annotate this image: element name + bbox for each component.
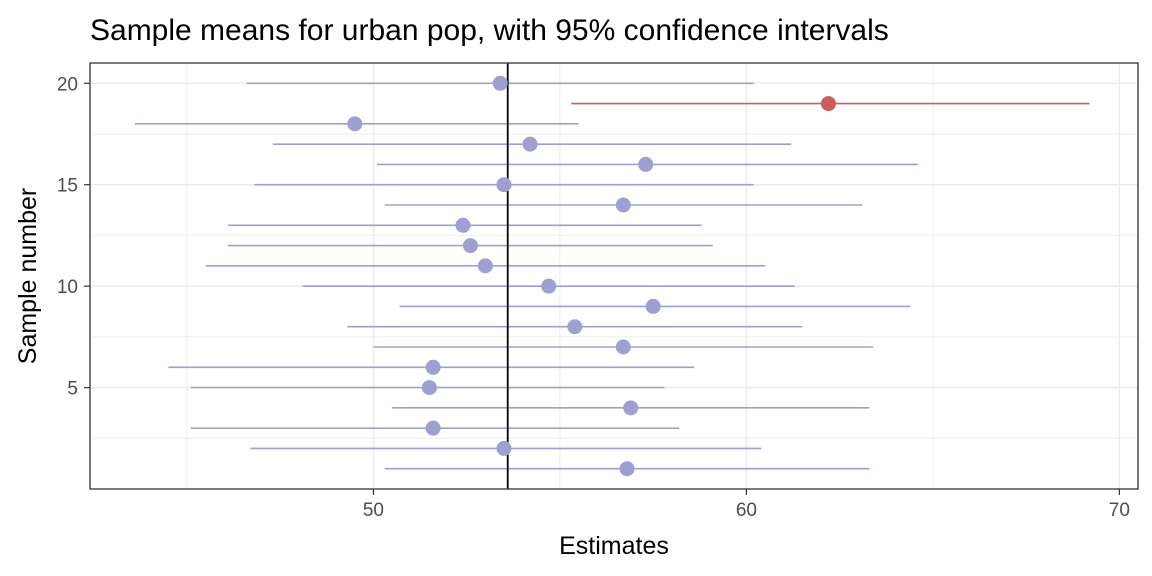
axis-tick-labels: 50 60 70 5 10 15 20: [57, 74, 1130, 521]
sample-mean-point-4: [623, 400, 639, 416]
sample-mean-point-13: [455, 217, 471, 233]
sample-means: [347, 75, 836, 477]
sample-mean-point-14: [615, 197, 631, 213]
plot-panel-border: [89, 62, 1139, 490]
y-tick-label: 10: [57, 277, 78, 298]
y-tick-label: 15: [57, 176, 78, 197]
sample-mean-point-17: [522, 136, 538, 152]
y-axis-title: Sample number: [14, 188, 42, 364]
sample-mean-point-11: [477, 258, 493, 274]
x-tick-label: 70: [1109, 500, 1130, 521]
sample-mean-point-10: [541, 278, 557, 294]
minor-gridlines: [90, 63, 1138, 489]
sample-mean-point-15: [496, 177, 512, 193]
sample-mean-point-18: [347, 116, 363, 132]
y-tick-label: 5: [67, 379, 78, 400]
chart-title: Sample means for urban pop, with 95% con…: [90, 14, 889, 47]
sample-mean-point-2: [496, 440, 512, 456]
sample-mean-point-7: [615, 339, 631, 355]
sample-mean-point-9: [645, 298, 661, 314]
sample-mean-point-8: [567, 319, 583, 335]
x-tick-label: 60: [736, 500, 757, 521]
sample-mean-point-3: [425, 420, 441, 436]
y-tick-label: 20: [57, 74, 78, 95]
sample-mean-point-12: [462, 238, 478, 254]
x-tick-label: 50: [363, 500, 384, 521]
sample-mean-point-20: [492, 75, 508, 91]
sample-mean-point-6: [425, 359, 441, 375]
sample-mean-point-16: [638, 156, 654, 172]
x-axis-title: Estimates: [559, 532, 669, 560]
sample-mean-point-1: [619, 461, 635, 477]
sample-mean-point-19: [820, 96, 836, 112]
sample-mean-point-5: [421, 380, 437, 396]
axis-ticks: [84, 82, 1120, 495]
